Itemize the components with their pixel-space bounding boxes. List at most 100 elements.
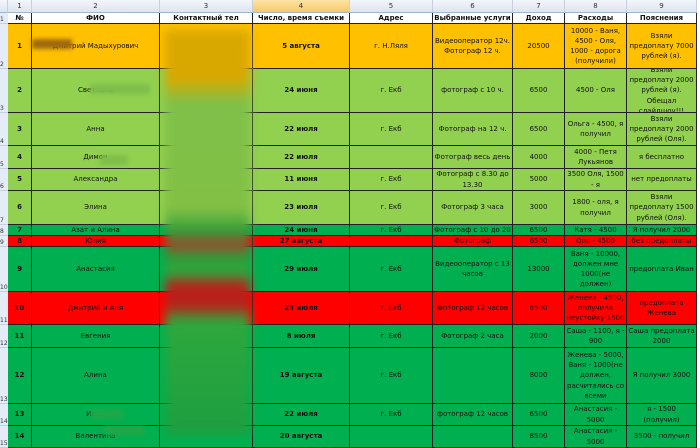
cell-date[interactable]: 20 августа <box>253 426 350 448</box>
column-header[interactable]: 6 <box>433 0 513 13</box>
cell-n[interactable]: 2 <box>8 69 32 113</box>
cell-notes[interactable]: Я получил 2000 <box>627 225 697 236</box>
row-header[interactable]: 15 <box>0 426 8 448</box>
cell-income[interactable]: 4000 <box>513 146 565 169</box>
cell-date[interactable]: 23 июля <box>253 292 350 325</box>
cell-expenses[interactable]: 4500 - Оля <box>565 69 627 113</box>
column-header[interactable]: 4 <box>253 0 350 13</box>
cell-expenses[interactable]: 4000 - Петя Лукьянов <box>565 146 627 169</box>
cell-service[interactable]: Фотограф <box>433 236 513 247</box>
cell-expenses[interactable]: 1800 - оля, я получил <box>565 191 627 225</box>
cell-name[interactable]: Алина <box>32 348 160 404</box>
cell-notes[interactable]: 3500 - получил <box>627 426 697 448</box>
cell-addr[interactable]: г. Екб <box>350 325 433 348</box>
cell-expenses[interactable]: Катя - 4500 <box>565 225 627 236</box>
cell-notes[interactable]: я бесплатно <box>627 146 697 169</box>
cell-n[interactable]: 10 <box>8 292 32 325</box>
cell-addr[interactable] <box>350 426 433 448</box>
cell-notes[interactable]: Саша предоплата 2000 <box>627 325 697 348</box>
cell-name[interactable]: Элина <box>32 191 160 225</box>
cell-notes[interactable]: Взяли предоплату 2000 рублей (Оля). <box>627 113 697 146</box>
cell-service[interactable]: Фотограф на 12 ч. <box>433 113 513 146</box>
cell-date[interactable]: 27 августа <box>253 236 350 247</box>
cell-date[interactable]: 22 июля <box>253 146 350 169</box>
row-header[interactable]: 4 <box>0 113 8 146</box>
cell-addr[interactable]: г. Екб <box>350 113 433 146</box>
cell-date[interactable]: 29 июля <box>253 247 350 292</box>
cell-date[interactable]: 24 июня <box>253 69 350 113</box>
cell-income[interactable]: 6500 <box>513 236 565 247</box>
cell-notes[interactable]: без предоплаты <box>627 236 697 247</box>
column-header[interactable]: 1 <box>8 0 32 13</box>
row-header[interactable]: 9 <box>0 236 8 247</box>
cell-income[interactable]: 2000 <box>513 325 565 348</box>
cell-addr[interactable] <box>350 236 433 247</box>
cell-income[interactable]: 6500 <box>513 292 565 325</box>
cell-service[interactable]: Видеооператор 12ч. Фотограф 12 ч. <box>433 24 513 69</box>
cell-date[interactable]: 22 июля <box>253 113 350 146</box>
cell-addr[interactable]: г. Екб <box>350 348 433 404</box>
row-header[interactable]: 5 <box>0 146 8 169</box>
cell-addr[interactable]: г. Екб <box>350 169 433 191</box>
cell-n[interactable]: 14 <box>8 426 32 448</box>
row-header[interactable]: 10 <box>0 247 8 292</box>
row-header[interactable]: 6 <box>0 169 8 191</box>
cell-n[interactable]: 6 <box>8 191 32 225</box>
cell-income[interactable]: 6500 <box>513 225 565 236</box>
row-header[interactable]: 11 <box>0 292 8 325</box>
cell-expenses[interactable]: Ваня - 10000, должен мне 1000(не должен) <box>565 247 627 292</box>
row-header[interactable]: 14 <box>0 404 8 426</box>
cell-date[interactable]: 24 июня <box>253 225 350 236</box>
cell-name[interactable]: Азат и Алина <box>32 225 160 236</box>
cell-notes[interactable]: я - 1500 (получил) <box>627 404 697 426</box>
column-header[interactable]: 9 <box>627 0 697 13</box>
cell-service[interactable]: Фотограф с 8.30 до 13.30 <box>433 169 513 191</box>
cell-n[interactable]: 12 <box>8 348 32 404</box>
cell-n[interactable]: 7 <box>8 225 32 236</box>
cell-date[interactable]: 19 августа <box>253 348 350 404</box>
cell-income[interactable]: 6500 <box>513 69 565 113</box>
cell-expenses[interactable]: Саша - 1100, я - 900 <box>565 325 627 348</box>
cell-income[interactable]: 8000 <box>513 348 565 404</box>
cell-n[interactable]: 8 <box>8 236 32 247</box>
cell-expenses[interactable]: Женева - 4500, получила неустойку 1500 <box>565 292 627 325</box>
cell-service[interactable] <box>433 348 513 404</box>
column-header[interactable]: 8 <box>565 0 627 13</box>
cell-addr[interactable]: г. Екб <box>350 247 433 292</box>
cell-expenses[interactable]: Женева - 5000, Ваня - 1000(не должен, ра… <box>565 348 627 404</box>
cell-n[interactable]: 3 <box>8 113 32 146</box>
cell-notes[interactable]: Я получил 3000 <box>627 348 697 404</box>
cell-addr[interactable]: г. Екб <box>350 292 433 325</box>
cell-income[interactable]: 5000 <box>513 169 565 191</box>
cell-addr[interactable] <box>350 146 433 169</box>
cell-notes[interactable]: предоплата Женева <box>627 292 697 325</box>
cell-name[interactable]: Анастасия <box>32 247 160 292</box>
row-header[interactable]: 8 <box>0 225 8 236</box>
cell-name[interactable]: Юлия <box>32 236 160 247</box>
cell-date[interactable]: 5 августа <box>253 24 350 69</box>
cell-notes[interactable]: Взяли предоплату 2000 рублей (я). Обещал… <box>627 69 697 113</box>
cell-income[interactable]: 13000 <box>513 247 565 292</box>
cell-n[interactable]: 5 <box>8 169 32 191</box>
cell-service[interactable]: Фотограф 3 часа <box>433 191 513 225</box>
cell-addr[interactable]: г. Екб <box>350 191 433 225</box>
select-all-corner[interactable] <box>0 0 8 13</box>
cell-service[interactable]: Фотограф 2 часа <box>433 325 513 348</box>
cell-name[interactable]: Димон <box>32 146 160 169</box>
cell-date[interactable]: 23 июля <box>253 191 350 225</box>
cell-service[interactable]: Фотограф весь день <box>433 146 513 169</box>
cell-addr[interactable]: г. Екб <box>350 69 433 113</box>
cell-name[interactable]: Анна <box>32 113 160 146</box>
cell-service[interactable]: фотограф 12 часов <box>433 404 513 426</box>
column-header[interactable]: 5 <box>350 0 433 13</box>
row-header[interactable]: 1 <box>0 13 8 24</box>
cell-income[interactable]: 8500 <box>513 426 565 448</box>
row-header[interactable]: 12 <box>0 325 8 348</box>
row-header[interactable]: 3 <box>0 69 8 113</box>
row-header[interactable]: 2 <box>0 24 8 69</box>
cell-n[interactable]: 4 <box>8 146 32 169</box>
cell-service[interactable]: Видеооператор с 13 часов <box>433 247 513 292</box>
cell-date[interactable]: 11 июня <box>253 169 350 191</box>
cell-income[interactable]: 20500 <box>513 24 565 69</box>
row-header[interactable]: 7 <box>0 191 8 225</box>
